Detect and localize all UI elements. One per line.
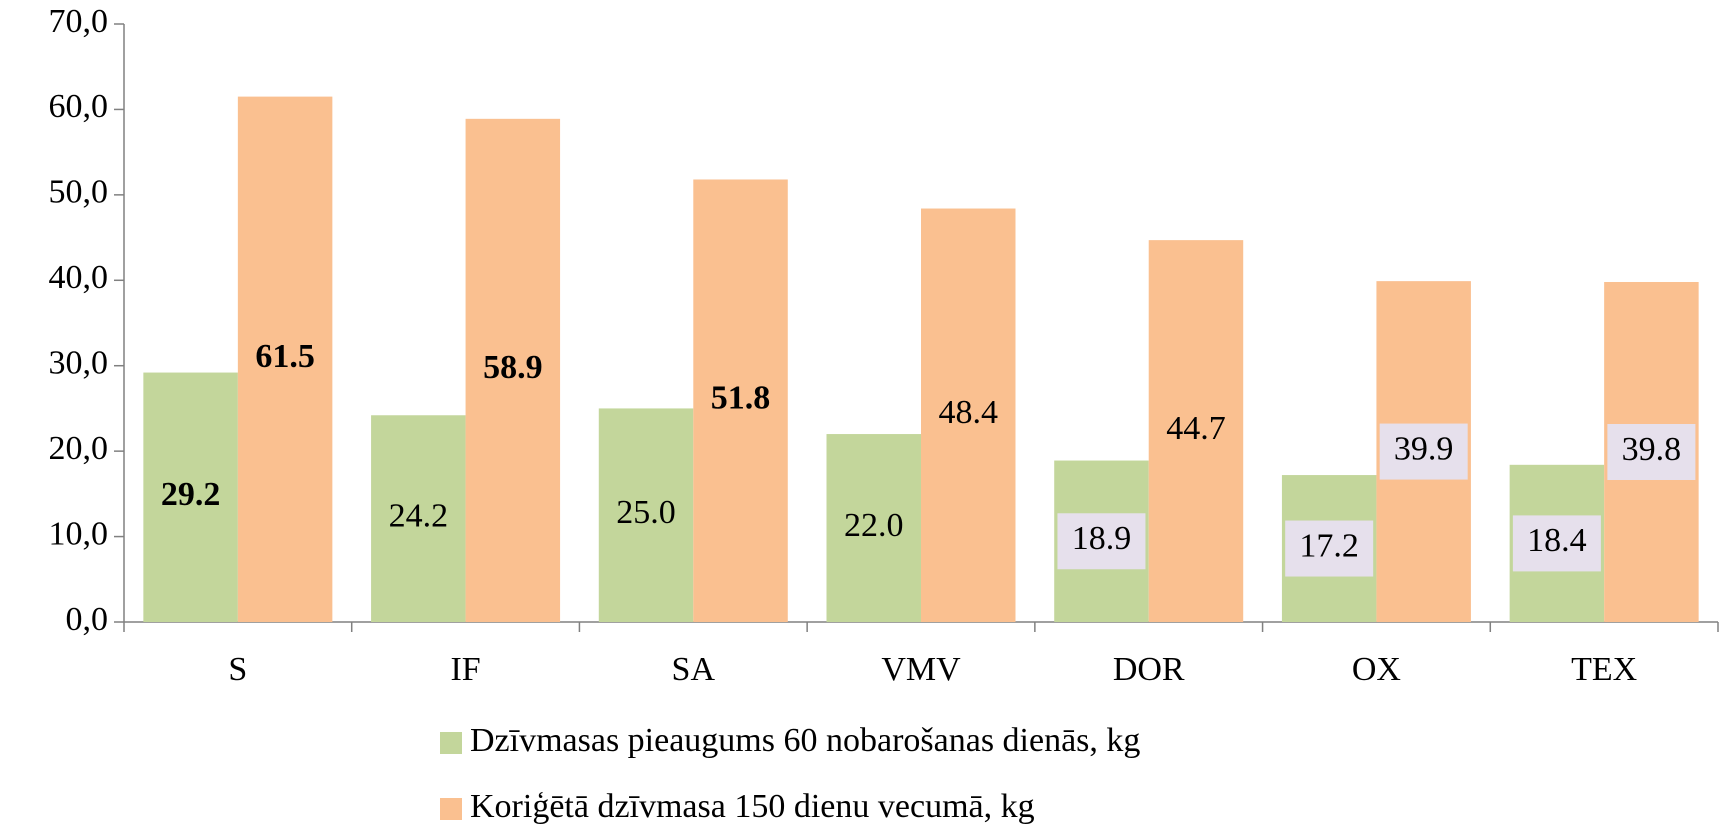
- data-label: 51.8: [711, 380, 771, 417]
- y-tick-label: 20,0: [49, 430, 109, 467]
- label-box: [1512, 515, 1601, 572]
- data-label: 61.5: [255, 338, 315, 375]
- label-box: [1285, 520, 1374, 577]
- data-label: 18.9: [1072, 520, 1132, 557]
- data-label: 18.4: [1527, 522, 1587, 559]
- x-tick-label: TEX: [1571, 651, 1637, 688]
- x-tick-label: SA: [672, 651, 716, 688]
- bar: [465, 118, 561, 622]
- label-box: [1057, 513, 1146, 570]
- y-tick-label: 30,0: [49, 345, 109, 382]
- label-box: [1607, 423, 1696, 480]
- y-tick-label: 50,0: [49, 174, 109, 211]
- y-tick-label: 0,0: [66, 601, 109, 638]
- data-label: 44.7: [1166, 410, 1226, 447]
- bar: [598, 408, 694, 622]
- legend-swatch: [440, 732, 462, 754]
- bar: [1148, 240, 1244, 623]
- data-label: 25.0: [616, 494, 676, 531]
- x-tick-label: S: [228, 651, 247, 688]
- bar: [371, 415, 466, 622]
- data-label: 58.9: [483, 349, 543, 386]
- x-tick-label: DOR: [1113, 651, 1185, 688]
- data-label: 39.8: [1622, 431, 1682, 468]
- data-label: 22.0: [844, 507, 904, 544]
- bar: [921, 208, 1016, 623]
- data-label: 48.4: [939, 394, 999, 431]
- x-tick-label: IF: [450, 651, 480, 688]
- data-label: 39.9: [1394, 430, 1454, 467]
- y-tick-label: 10,0: [49, 515, 109, 552]
- bar: [237, 96, 333, 623]
- label-box: [1379, 423, 1468, 480]
- x-tick-label: OX: [1352, 651, 1401, 688]
- data-label: 17.2: [1299, 527, 1359, 564]
- bar: [693, 179, 788, 623]
- x-tick-label: VMV: [881, 651, 961, 688]
- bar: [826, 434, 921, 622]
- data-label: 29.2: [161, 476, 221, 513]
- y-tick-label: 60,0: [49, 88, 109, 125]
- legend-label: Koriģētā dzīvmasa 150 dienu vecumā, kg: [470, 788, 1035, 825]
- legend-swatch: [440, 798, 462, 820]
- y-tick-label: 40,0: [49, 259, 109, 296]
- legend-label: Dzīvmasas pieaugums 60 nobarošanas dienā…: [470, 722, 1140, 759]
- y-tick-label: 70,0: [49, 3, 109, 40]
- bar: [143, 372, 238, 622]
- data-label: 24.2: [389, 497, 449, 534]
